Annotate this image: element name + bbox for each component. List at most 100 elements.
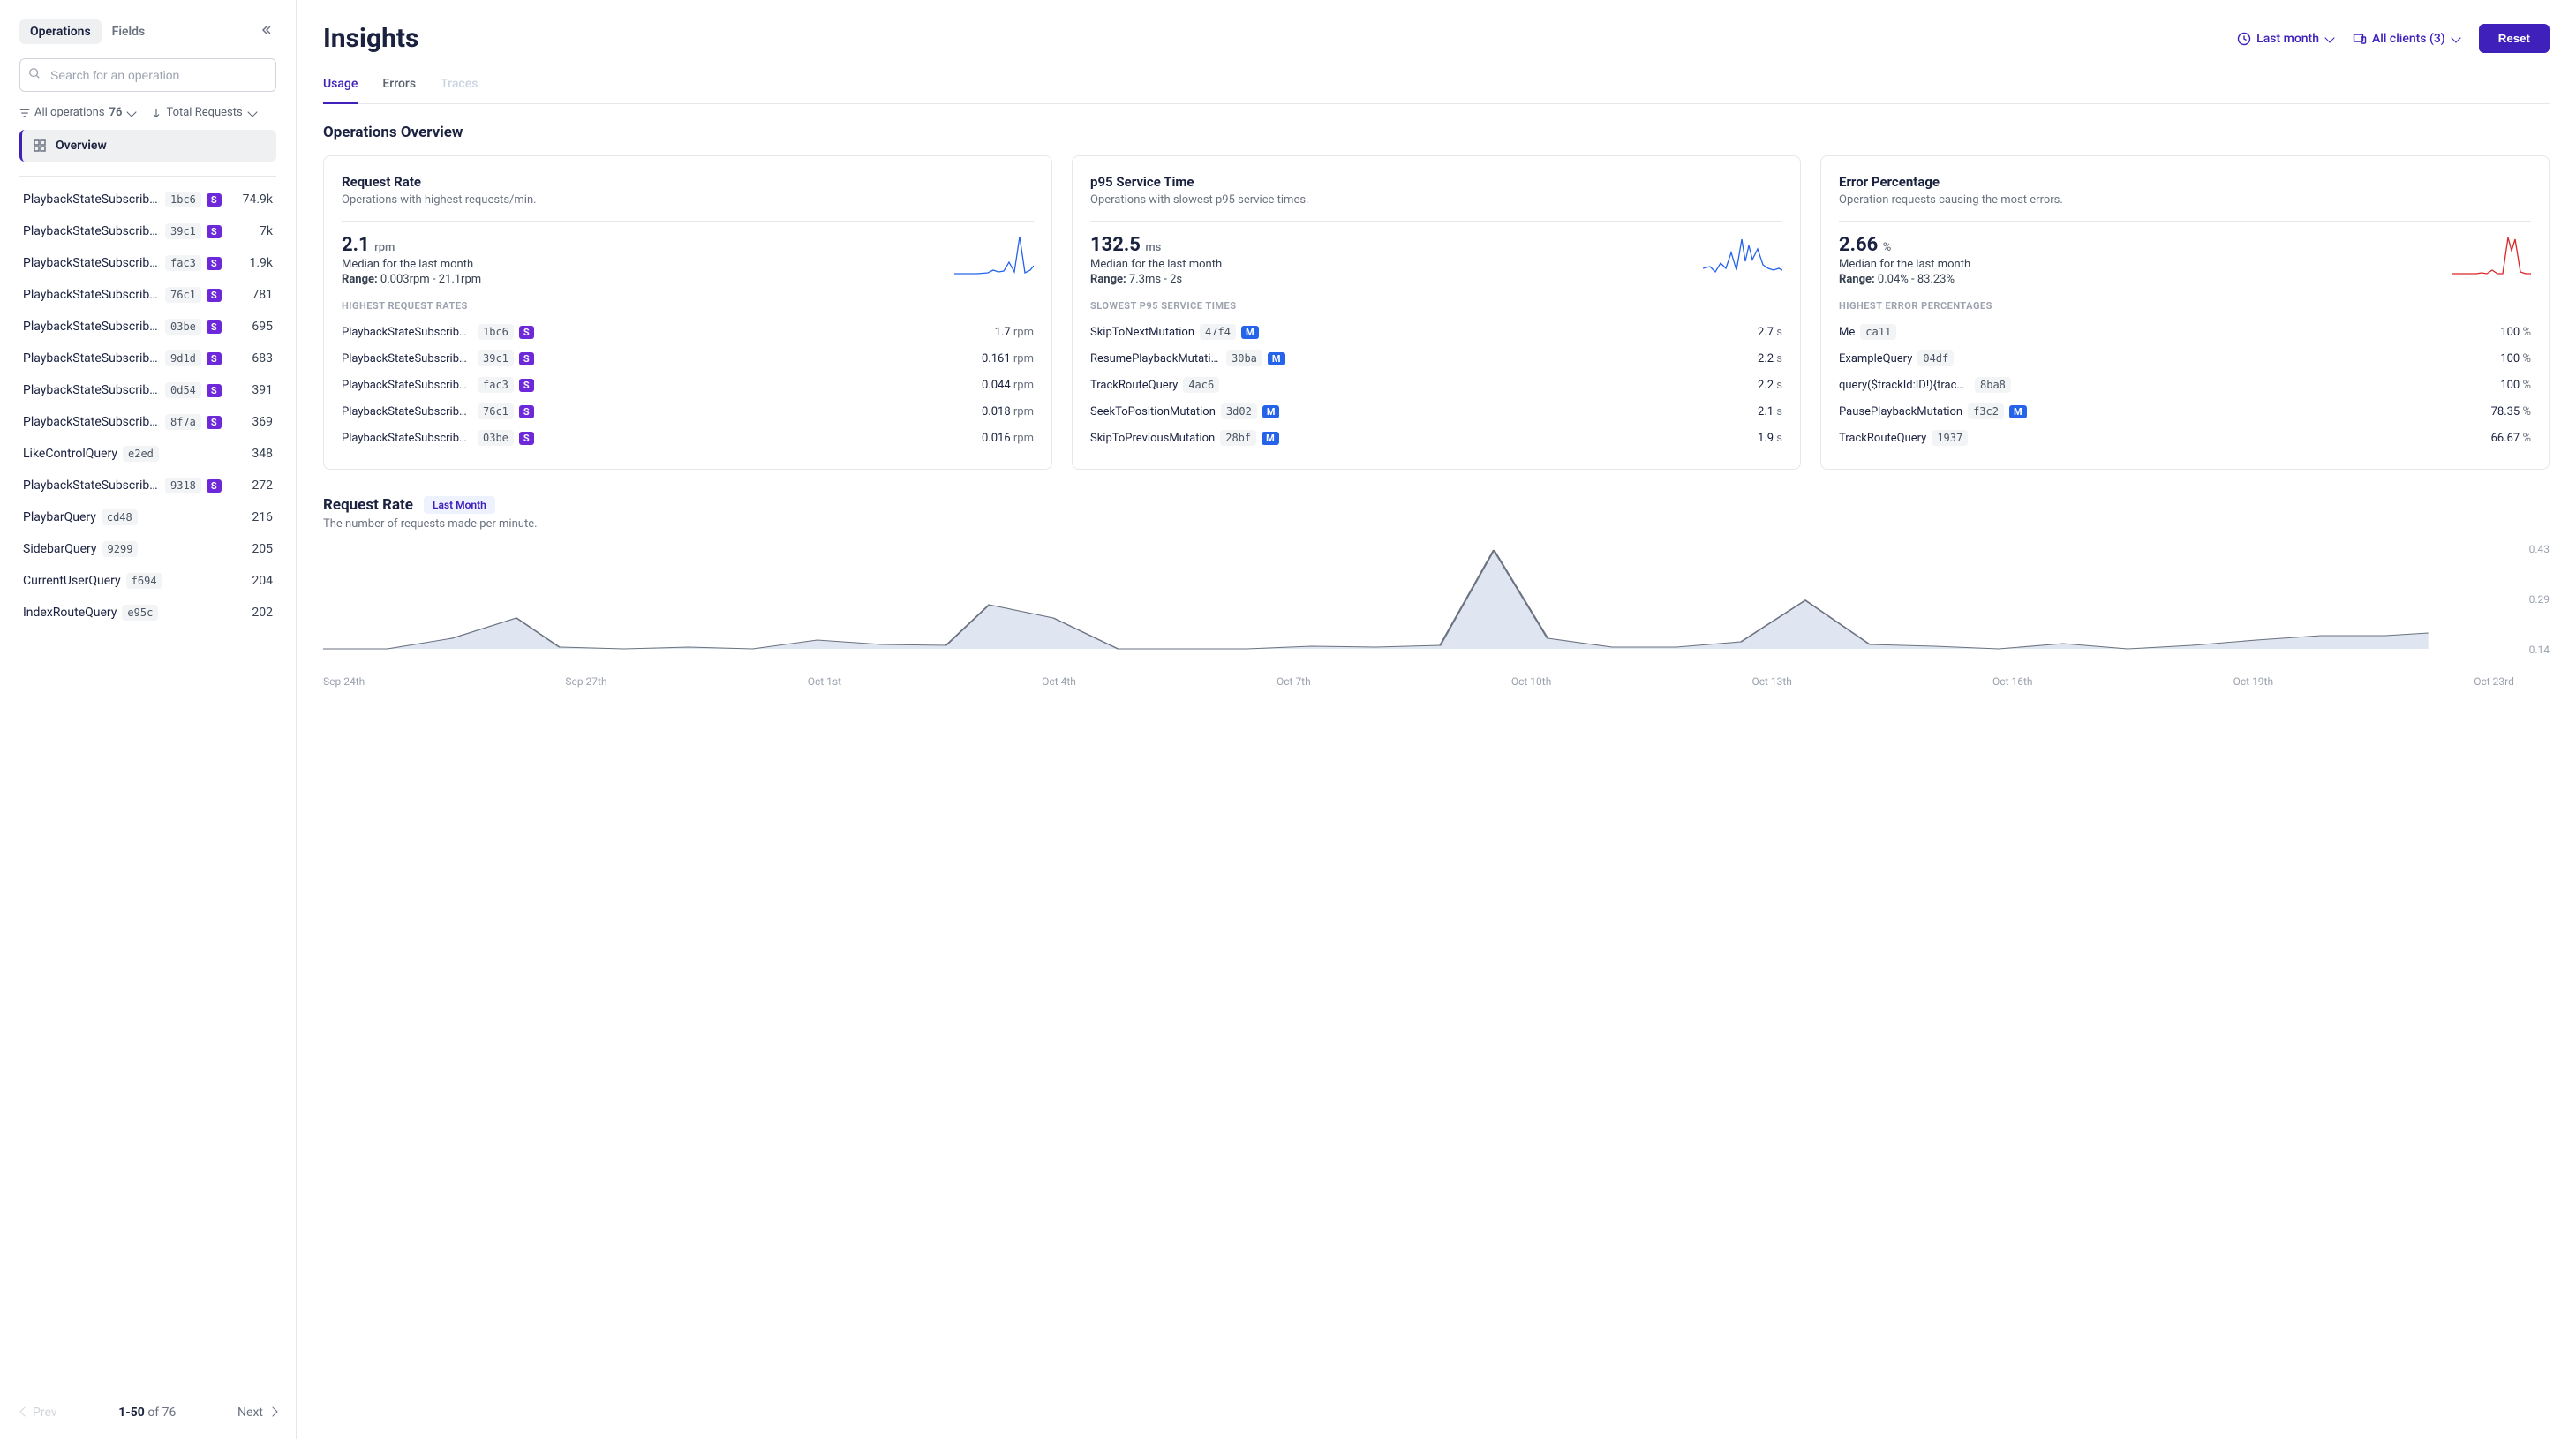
- card-list-item[interactable]: SkipToPreviousMutation28bfM1.9 s: [1090, 425, 1782, 451]
- card-list-item[interactable]: SkipToNextMutation47f4M2.7 s: [1090, 319, 1782, 345]
- request-rate-subtitle: The number of requests made per minute.: [323, 517, 2550, 531]
- x-tick: Oct 4th: [1042, 675, 1076, 688]
- main-header: Insights Last month All clients (3) Rese…: [323, 23, 2550, 54]
- operation-hash: 76c1: [165, 287, 201, 303]
- chevron-right-icon: [267, 1406, 277, 1416]
- tab-fields[interactable]: Fields: [102, 19, 156, 44]
- card-list-item[interactable]: PlaybackStateSubscriber…03beS0.016 rpm: [342, 425, 1034, 451]
- card-list-item[interactable]: ResumePlaybackMutation30baM2.2 s: [1090, 345, 1782, 372]
- item-hash: 1bc6: [478, 324, 514, 340]
- item-hash: 03be: [478, 430, 514, 446]
- overview-menu-item[interactable]: Overview: [19, 130, 276, 162]
- filter-all-operations[interactable]: All operations 76: [19, 106, 135, 119]
- operation-list-item[interactable]: CurrentUserQueryf694204: [19, 565, 276, 597]
- card-list-item[interactable]: PausePlaybackMutationf3c2M78.35 %: [1839, 398, 2531, 425]
- type-badge: M: [1262, 432, 1279, 445]
- stat-value: 2.66 %: [1839, 234, 2443, 256]
- operation-name: IndexRouteQuery: [23, 606, 117, 620]
- operation-list-item[interactable]: SidebarQuery9299205: [19, 533, 276, 565]
- search-icon: [28, 67, 41, 83]
- operation-hash: 9d1d: [165, 350, 201, 366]
- search-input[interactable]: [19, 58, 276, 92]
- chevron-down-icon: [127, 107, 137, 117]
- stat-median-label: Median for the last month: [342, 258, 945, 271]
- operation-name: PlaybackStateSubscriberSu…: [23, 224, 160, 238]
- subscription-badge: S: [207, 193, 222, 207]
- card-title: p95 Service Time: [1090, 174, 1782, 190]
- chart-y-axis: 0.430.290.14: [2529, 543, 2550, 656]
- pager: Prev 1-50 of 76 Next: [19, 1397, 276, 1420]
- card-list-item[interactable]: TrackRouteQuery193766.67 %: [1839, 425, 2531, 451]
- search-container: [19, 58, 276, 92]
- subscription-badge: S: [207, 225, 222, 238]
- item-name: ResumePlaybackMutation: [1090, 352, 1221, 365]
- operation-list-item[interactable]: PlaybackStateSubscriberS…9d1dS683: [19, 343, 276, 374]
- card-list-item[interactable]: PlaybackStateSubscriberSu…1bc6S1.7 rpm: [342, 319, 1034, 345]
- card-list-item[interactable]: PlaybackStateSubscriber…39c1S0.161 rpm: [342, 345, 1034, 372]
- operation-list-item[interactable]: PlaybackStateSubscriberS…8f7aS369: [19, 406, 276, 438]
- operation-count: 216: [252, 510, 273, 524]
- tab-operations[interactable]: Operations: [19, 19, 102, 44]
- pager-prev[interactable]: Prev: [19, 1405, 57, 1420]
- item-value: 2.2 s: [1758, 379, 1782, 392]
- overview-section-title: Operations Overview: [323, 124, 2550, 141]
- card-list-item[interactable]: Meca11100 %: [1839, 319, 2531, 345]
- card-list-item[interactable]: query($trackId:ID!){track(id:$track…8ba8…: [1839, 372, 2531, 398]
- type-badge: S: [519, 326, 534, 339]
- x-tick: Oct 19th: [2233, 675, 2273, 688]
- time-range-pill: Last Month: [424, 496, 495, 514]
- tab-usage[interactable]: Usage: [323, 72, 358, 104]
- operation-list-item[interactable]: PlaybackStateSubscriberS…0d54S391: [19, 374, 276, 406]
- item-value: 0.161 rpm: [982, 352, 1034, 365]
- chevron-down-icon: [247, 107, 257, 117]
- operation-name: PlaybackStateSubscriberS…: [23, 478, 160, 493]
- operation-list-item[interactable]: PlaybackStateSubscriberSu…39c1S7k: [19, 215, 276, 247]
- reset-button[interactable]: Reset: [2479, 24, 2550, 53]
- item-hash: 39c1: [478, 350, 514, 366]
- collapse-sidebar-icon[interactable]: [255, 19, 276, 44]
- subscription-badge: S: [207, 479, 222, 493]
- operation-list-item[interactable]: LikeControlQuerye2ed348: [19, 438, 276, 470]
- item-name: SkipToNextMutation: [1090, 326, 1194, 339]
- clients-selector[interactable]: All clients (3): [2353, 32, 2459, 46]
- filter-sort[interactable]: Total Requests: [151, 106, 255, 119]
- operation-list-item[interactable]: PlaybackStateSubscriberS…76c1S781: [19, 279, 276, 311]
- y-tick: 0.29: [2529, 593, 2550, 606]
- page-title: Insights: [323, 23, 418, 54]
- x-tick: Sep 24th: [323, 675, 365, 688]
- operation-name: PlaybackStateSubscriberS…: [23, 351, 160, 365]
- pager-next[interactable]: Next: [237, 1405, 276, 1420]
- type-badge: S: [519, 432, 534, 445]
- x-tick: Oct 23rd: [2474, 675, 2514, 688]
- type-badge: M: [1268, 352, 1285, 365]
- operation-name: PlaybackStateSubscriberS…: [23, 320, 160, 334]
- card-list-item[interactable]: SeekToPositionMutation3d02M2.1 s: [1090, 398, 1782, 425]
- operation-list-item[interactable]: PlaybarQuerycd48216: [19, 501, 276, 533]
- card-title: Request Rate: [342, 174, 1034, 190]
- operation-list-item[interactable]: PlaybackStateSubscriberS…9318S272: [19, 470, 276, 501]
- operation-list-item[interactable]: PlaybackStateSubscriber…1bc6S74.9k: [19, 184, 276, 215]
- card-list-item[interactable]: PlaybackStateSubscriber…fac3S0.044 rpm: [342, 372, 1034, 398]
- item-name: PausePlaybackMutation: [1839, 405, 1962, 418]
- item-name: TrackRouteQuery: [1090, 379, 1178, 392]
- tab-traces: Traces: [441, 72, 478, 103]
- operation-name: PlaybackStateSubscriber…: [23, 256, 160, 270]
- x-tick: Oct 13th: [1751, 675, 1791, 688]
- card-list-item[interactable]: PlaybackStateSubscriber…76c1S0.018 rpm: [342, 398, 1034, 425]
- item-value: 2.2 s: [1758, 352, 1782, 365]
- time-range-selector[interactable]: Last month: [2237, 32, 2333, 46]
- card-list-item[interactable]: TrackRouteQuery4ac62.2 s: [1090, 372, 1782, 398]
- request-rate-header: Request Rate Last Month: [323, 496, 2550, 514]
- operation-list-item[interactable]: PlaybackStateSubscriber…fac3S1.9k: [19, 247, 276, 279]
- operation-list-item[interactable]: IndexRouteQuerye95c202: [19, 597, 276, 629]
- sidebar-tabs: Operations Fields: [19, 19, 276, 44]
- item-name: PlaybackStateSubscriber…: [342, 432, 472, 445]
- card-list-item[interactable]: ExampleQuery04df100 %: [1839, 345, 2531, 372]
- operation-list-item[interactable]: PlaybackStateSubscriberS…03beS695: [19, 311, 276, 343]
- header-actions: Last month All clients (3) Reset: [2237, 24, 2550, 53]
- tab-errors[interactable]: Errors: [382, 72, 416, 103]
- x-tick: Oct 7th: [1277, 675, 1311, 688]
- stat-value: 132.5 ms: [1090, 234, 1694, 256]
- operation-hash: e2ed: [123, 446, 159, 462]
- item-value: 0.044 rpm: [982, 379, 1034, 392]
